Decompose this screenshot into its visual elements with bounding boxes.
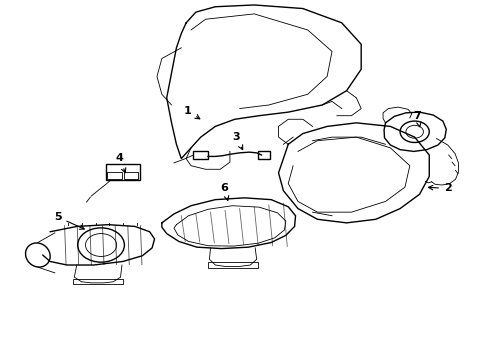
Bar — [107, 172, 122, 179]
Bar — [257, 151, 269, 159]
Text: 7: 7 — [413, 111, 421, 127]
Text: 2: 2 — [427, 184, 451, 193]
Text: 4: 4 — [116, 153, 125, 173]
Bar — [123, 172, 138, 179]
Text: 1: 1 — [183, 106, 200, 119]
Bar — [193, 151, 207, 159]
Text: 5: 5 — [54, 212, 84, 229]
Text: 6: 6 — [220, 183, 228, 201]
Bar — [73, 279, 123, 284]
Text: 3: 3 — [232, 132, 242, 150]
Bar — [207, 262, 257, 268]
Bar — [106, 163, 140, 180]
